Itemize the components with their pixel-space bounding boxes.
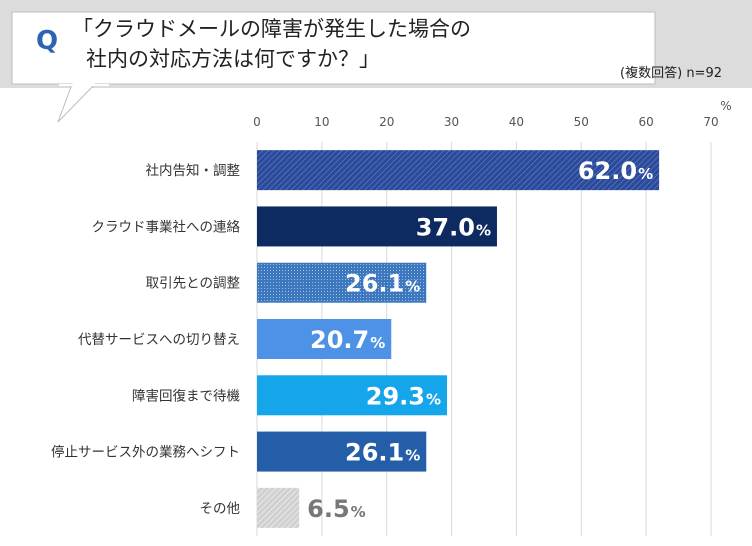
question-mark-letter: Q bbox=[36, 26, 59, 56]
value-label: 26.1% bbox=[345, 270, 420, 298]
x-tick-label: 30 bbox=[444, 115, 459, 129]
category-label: 社内告知・調整 bbox=[146, 162, 241, 179]
axis-ticks: 0 10 20 30 40 50 60 70 bbox=[253, 115, 718, 129]
value-label: 37.0% bbox=[416, 213, 491, 241]
category-label: 代替サービスへの切り替え bbox=[78, 332, 240, 348]
category-label: 取引先との調整 bbox=[146, 276, 240, 292]
category-label: 停止サービス外の業務へシフト bbox=[51, 444, 240, 461]
question-title-line1: 「クラウドメールの障害が発生した場合の bbox=[72, 17, 471, 41]
bar bbox=[257, 150, 660, 191]
question-title-line2: 社内の対応方法は何ですか？」 bbox=[86, 47, 380, 71]
x-tick-label: 70 bbox=[703, 115, 718, 129]
speech-bubble bbox=[11, 11, 656, 88]
header-band bbox=[0, 0, 752, 88]
category-label: クラウド事業社への連絡 bbox=[92, 219, 241, 235]
bar bbox=[257, 487, 300, 528]
value-label: 62.0% bbox=[578, 157, 653, 185]
bar bbox=[257, 319, 392, 359]
question-title: 「クラウドメールの障害が発生した場合の 社内の対応方法は何ですか？」 bbox=[72, 14, 471, 74]
unit-label: % bbox=[720, 99, 731, 113]
value-label: 6.5% bbox=[307, 495, 366, 523]
category-label: 障害回復まで待機 bbox=[132, 387, 240, 404]
respondent-note: (複数回答) n=92 bbox=[620, 66, 722, 81]
speech-bubble-tail bbox=[57, 84, 109, 123]
x-tick-label: 20 bbox=[379, 115, 394, 129]
bar bbox=[257, 375, 448, 416]
x-tick-label: 60 bbox=[639, 115, 654, 129]
bars: 社内告知・調整 62.0% クラウド事業社への連絡 37.0% 取引先との調整 26.1%… bbox=[51, 150, 660, 528]
x-tick-label: 0 bbox=[253, 115, 261, 129]
value-label: 29.3% bbox=[366, 382, 441, 410]
bar bbox=[257, 206, 497, 247]
category-label: その他 bbox=[200, 501, 241, 517]
value-label: 26.1% bbox=[345, 439, 420, 467]
bar bbox=[257, 262, 427, 303]
speech-bubble-tail-shape bbox=[57, 84, 96, 123]
speech-bubble-shape bbox=[11, 11, 656, 88]
x-tick-label: 10 bbox=[314, 115, 329, 129]
tail-join bbox=[59, 84, 109, 86]
x-tick-label: 40 bbox=[509, 115, 524, 129]
bar bbox=[257, 431, 427, 472]
x-tick-label: 50 bbox=[574, 115, 589, 129]
value-label: 20.7% bbox=[310, 326, 385, 354]
